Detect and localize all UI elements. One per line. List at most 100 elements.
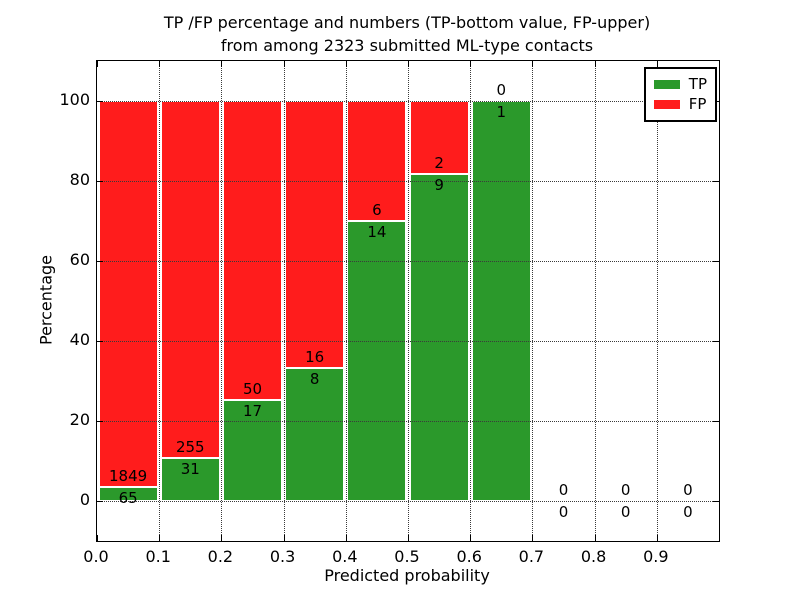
bar-fp-segment — [409, 101, 469, 174]
y-tick-mark — [713, 261, 719, 262]
bar-fp-count-label: 50 — [242, 379, 263, 398]
x-axis-label: Predicted probability — [324, 566, 490, 585]
bar-fp-count-label: 16 — [305, 347, 325, 366]
y-tick-mark — [97, 181, 103, 182]
y-tick-mark — [97, 341, 103, 342]
x-tick-mark — [408, 61, 409, 67]
y-tick-mark — [713, 341, 719, 342]
x-tick-label: 0.7 — [518, 547, 545, 566]
v-gridline — [221, 61, 223, 541]
bar-tp-count-label: 9 — [434, 175, 444, 194]
y-tick-label: 100 — [59, 90, 90, 109]
x-tick-mark — [283, 535, 285, 541]
x-tick-mark — [656, 61, 658, 67]
y-tick-mark — [713, 421, 719, 422]
plot-area: TP FP 1849 65 255 31 50 17 16 8 6 14 2 9 0 1 0 0 0 0 0 0 — [96, 60, 720, 542]
y-tick-mark — [713, 181, 719, 182]
y-tick-label: 80 — [69, 170, 90, 189]
bar-fp-count-label: 2 — [434, 153, 444, 172]
y-tick-label: 60 — [69, 250, 90, 269]
v-gridline — [656, 61, 658, 541]
x-tick-label: 0.1 — [145, 547, 171, 566]
v-gridline — [470, 61, 472, 541]
v-gridline — [594, 61, 596, 541]
x-tick-label: 0.5 — [394, 547, 420, 566]
bar-tp-segment — [98, 487, 158, 501]
bar-tp-segment — [222, 399, 283, 501]
bar-fp-segment — [98, 101, 158, 488]
bar-tp-count-label: 65 — [118, 489, 138, 508]
x-tick-label: 0.2 — [207, 547, 234, 566]
v-gridline — [532, 61, 534, 541]
bar-tp-count-label: 8 — [309, 369, 320, 388]
y-tick-label: 0 — [79, 490, 90, 509]
x-tick-label: 0.6 — [456, 547, 482, 566]
x-tick-mark — [470, 61, 472, 67]
legend-label: TP — [688, 75, 707, 93]
bar-fp-segment — [160, 101, 220, 458]
tp-legend-swatch — [653, 80, 680, 89]
bar-fp-count-label: 0 — [620, 481, 631, 499]
legend: TP FP — [643, 67, 717, 122]
x-tick-mark — [345, 61, 347, 67]
x-tick-mark — [470, 535, 472, 541]
x-tick-mark — [408, 535, 409, 541]
bar-tp-count-label: 31 — [180, 459, 200, 478]
legend-row: FP — [653, 95, 707, 113]
x-tick-mark — [159, 535, 161, 541]
y-tick-mark — [97, 261, 103, 262]
bar-tp-segment — [285, 367, 345, 501]
bar-fp-segment — [285, 101, 345, 368]
y-tick-label: 20 — [69, 410, 90, 429]
y-tick-label: 40 — [69, 330, 90, 349]
bar-tp-count-label: 0 — [558, 503, 569, 521]
x-tick-label: 0.4 — [332, 547, 358, 566]
v-gridline — [283, 61, 285, 541]
y-tick-mark — [97, 421, 103, 422]
x-tick-label: 0.0 — [83, 547, 109, 566]
bar-fp-count-label: 255 — [175, 437, 205, 456]
x-tick-mark — [656, 535, 658, 541]
bar-tp-count-label: 17 — [242, 401, 263, 420]
x-tick-label: 0.3 — [269, 547, 296, 566]
y-tick-mark — [97, 101, 103, 102]
x-tick-mark — [221, 61, 223, 67]
y-tick-mark — [97, 501, 103, 502]
x-tick-mark — [594, 535, 596, 541]
fp-legend-swatch — [653, 100, 680, 109]
x-tick-mark — [345, 535, 347, 541]
y-tick-mark — [713, 501, 719, 502]
bar-tp-count-label: 0 — [683, 503, 693, 521]
x-tick-mark — [97, 61, 98, 67]
bar-tp-segment — [347, 221, 407, 501]
x-tick-mark — [283, 61, 285, 67]
bar-tp-count-label: 0 — [620, 503, 631, 521]
x-tick-mark — [221, 535, 223, 541]
bar-tp-count-label: 14 — [367, 223, 387, 241]
bar-fp-count-label: 1849 — [109, 467, 148, 486]
bar-fp-count-label: 0 — [558, 481, 569, 499]
bar-tp-segment — [160, 457, 220, 501]
bar-fp-count-label: 6 — [372, 201, 382, 219]
x-tick-mark — [97, 535, 98, 541]
v-gridline — [159, 61, 161, 541]
x-tick-label: 0.8 — [580, 547, 607, 566]
legend-row: TP — [653, 75, 707, 93]
x-tick-label: 0.9 — [643, 547, 669, 566]
chart-title-line2: from among 2323 submitted ML-type contac… — [220, 36, 594, 55]
chart-title-line1: TP /FP percentage and numbers (TP-bottom… — [163, 13, 651, 32]
bar-fp-segment — [347, 101, 407, 221]
x-tick-mark — [159, 61, 161, 67]
x-tick-mark — [532, 61, 534, 67]
bar-fp-count-label: 0 — [683, 481, 693, 499]
bar-tp-segment — [409, 173, 469, 501]
x-tick-mark — [594, 61, 596, 67]
bar-tp-count-label: 1 — [496, 103, 507, 121]
bar-fp-segment — [222, 101, 283, 400]
v-gridline — [345, 61, 347, 541]
bar-fp-count-label: 0 — [496, 81, 507, 99]
legend-label: FP — [688, 95, 707, 113]
v-gridline — [408, 61, 409, 541]
x-tick-mark — [532, 535, 534, 541]
